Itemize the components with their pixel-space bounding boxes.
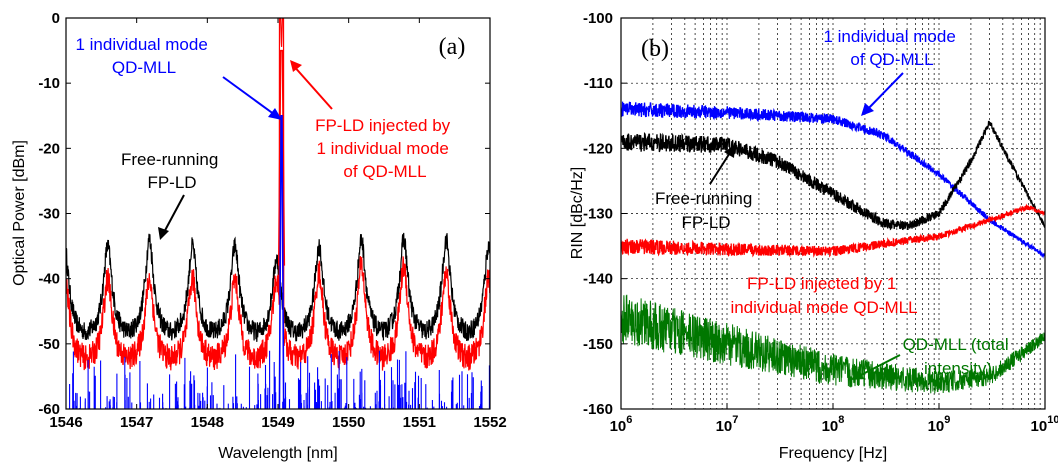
panel-a-annotation-free-running: Free-running FP-LD	[121, 150, 223, 192]
series-qd-mll-mode	[621, 101, 1045, 259]
x-tick-exponent: 7	[732, 414, 738, 426]
series-fp-ld-injected-peak	[277, 49, 286, 266]
ann-line: FP-LD injected by	[315, 116, 451, 135]
y-tick-label: -60	[38, 401, 60, 418]
panel-a-xlabel: Wavelength [nm]	[218, 445, 337, 462]
panel-a-annotation-qd-mll: 1 individual mode QD-MLL	[75, 35, 212, 77]
x-tick-label: 108	[822, 414, 845, 435]
x-tick-base: 10	[1031, 418, 1048, 435]
arrow-free-running	[161, 194, 185, 237]
ann-line: Free-running	[655, 189, 752, 208]
panel-b-annotation-injected: FP-LD injected by 1 individual mode QD-M…	[730, 274, 917, 317]
panel-b-ylabel: RIN [dBc/Hz]	[569, 167, 586, 259]
arrow-head-total	[851, 369, 864, 380]
series-fp-ld-injected	[66, 18, 490, 371]
series-free-running-fp-ld	[621, 120, 1045, 231]
ann-line: Free-running	[121, 150, 218, 169]
x-tick-exponent: 6	[626, 414, 632, 426]
ann-line: QD-MLL	[112, 58, 176, 77]
ann-line: 1 individual mode	[75, 35, 207, 54]
arrow-qd-mll	[863, 72, 904, 114]
panel-a-label: (a)	[439, 34, 466, 60]
panel-b-annotation-free-running: Free-running FP-LD	[655, 189, 757, 232]
x-tick-exponent: 10	[1047, 414, 1058, 426]
panel-a-ylabel: Optical Power [dBm]	[11, 140, 28, 286]
x-tick-label: 1552	[473, 414, 506, 431]
x-tick-base: 10	[928, 418, 945, 435]
y-tick-label: -120	[583, 140, 613, 157]
y-tick-label: 0	[52, 10, 60, 27]
y-tick-label: -140	[583, 271, 613, 288]
ann-line: FP-LD	[147, 173, 196, 192]
panel-b-label: (b)	[641, 36, 669, 62]
y-tick-label: -20	[38, 140, 60, 157]
arrow-total	[854, 354, 901, 379]
panel-b-annotation-qd-mll: 1 individual mode of QD-MLL	[823, 27, 960, 69]
y-tick-label: -100	[583, 10, 613, 27]
panel-b-xlabel: Frequency [Hz]	[779, 445, 887, 462]
x-tick-base: 10	[610, 418, 627, 435]
x-tick-label: 1550	[332, 414, 365, 431]
x-tick-label: 1010	[1031, 414, 1058, 435]
y-tick-label: -160	[583, 401, 613, 418]
y-tick-label: -40	[38, 271, 60, 288]
ann-line: intensity)	[924, 359, 992, 378]
panel-a: 1546 1547 1548 1549 1550 1551 1552 0 -10 -20 -30 -4…	[11, 10, 507, 462]
panel-b-annotation-total: QD-MLL (total intensity)	[903, 335, 1014, 378]
ann-line: of QD-MLL	[343, 162, 426, 181]
series-qd-mll-peak	[278, 114, 285, 409]
arrow-head-qd-mll	[268, 108, 282, 120]
y-tick-label: -30	[38, 206, 60, 223]
y-tick-label: -50	[38, 336, 60, 353]
y-tick-label: -10	[38, 75, 60, 92]
x-tick-label: 1547	[120, 414, 153, 431]
series-fp-ld-injected	[621, 203, 1045, 258]
y-tick-label: -130	[583, 206, 613, 223]
x-tick-label: 1546	[49, 414, 82, 431]
x-tick-exponent: 9	[944, 414, 950, 426]
panel-b-arrows	[709, 72, 904, 380]
y-tick-label: -110	[584, 75, 613, 92]
arrow-head-qd-mll	[861, 103, 874, 116]
y-tick-label: -150	[583, 336, 613, 353]
panel-b: 106 107 108 109 1010-100-110-120-130-140-150…	[569, 10, 1058, 462]
x-tick-base: 10	[716, 418, 733, 435]
ann-line: FP-LD	[681, 213, 730, 232]
x-tick-label: 1551	[403, 414, 436, 431]
panel-a-arrows	[158, 60, 333, 240]
ann-line: QD-MLL (total	[903, 335, 1009, 354]
x-tick-label: 107	[716, 414, 739, 435]
x-tick-label: 1549	[261, 414, 294, 431]
panel-a-annotation-injected: FP-LD injected by 1 individual mode of Q…	[315, 116, 455, 181]
x-tick-label: 109	[928, 414, 951, 435]
ann-line: of QD-MLL	[850, 50, 933, 69]
ann-line: 1 individual mode	[316, 139, 448, 158]
x-tick-label: 106	[610, 414, 633, 435]
series-qd-mll-total	[621, 294, 1045, 394]
ann-line: individual mode QD-MLL	[730, 298, 917, 317]
x-tick-base: 10	[822, 418, 839, 435]
ann-line: FP-LD injected by 1	[747, 274, 896, 293]
arrow-injected	[291, 63, 333, 110]
arrow-head-free-running	[158, 227, 169, 240]
x-tick-exponent: 8	[838, 414, 844, 426]
arrow-head-injected	[290, 60, 302, 72]
ann-line: 1 individual mode	[823, 27, 955, 46]
arrow-head-free-running	[724, 145, 735, 158]
x-tick-label: 1548	[191, 414, 224, 431]
